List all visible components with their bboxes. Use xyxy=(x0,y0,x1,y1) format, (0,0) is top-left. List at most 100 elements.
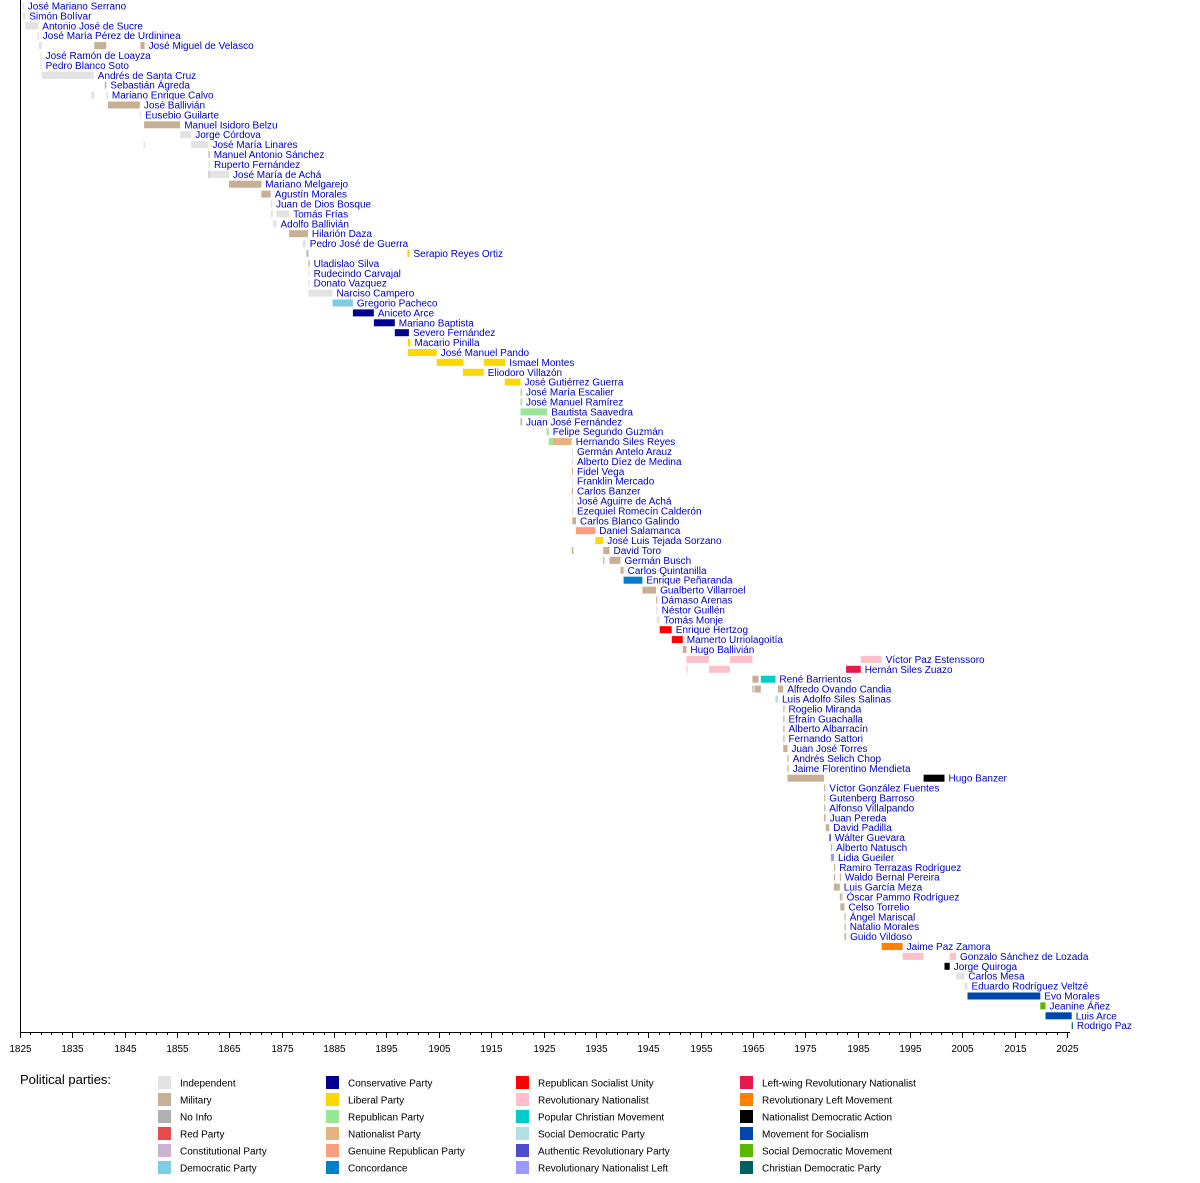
term-bar xyxy=(571,457,573,465)
term-bar xyxy=(270,210,273,218)
legend-swatch xyxy=(516,1093,529,1106)
term-bar xyxy=(839,873,841,881)
term-bar xyxy=(834,883,840,891)
president-label: Ángel Mariscal xyxy=(850,910,916,923)
term-bar xyxy=(778,685,784,693)
president-label: Antonio José de Sucre xyxy=(42,21,143,32)
president-label: Alfredo Ovando Candia xyxy=(787,685,891,696)
legend-label: Conservative Party xyxy=(348,1079,432,1090)
term-bar xyxy=(40,61,42,69)
x-tick-label: 1965 xyxy=(742,1044,765,1055)
term-bar xyxy=(139,111,142,119)
legend-label: Republican Socialist Unity xyxy=(538,1079,654,1090)
president-label: José Gutiérrez Guerra xyxy=(525,378,624,389)
term-bar xyxy=(783,745,788,752)
president-label: Luis Arce xyxy=(1076,1011,1118,1022)
term-bar xyxy=(708,665,730,673)
legend-swatch xyxy=(326,1161,339,1174)
term-bar xyxy=(104,81,107,89)
president-label: Jorge Quiroga xyxy=(954,962,1018,973)
term-bar xyxy=(840,903,845,911)
term-bar xyxy=(140,42,145,50)
term-bar xyxy=(571,547,574,554)
president-label: Gregorio Pacheco xyxy=(357,299,438,310)
president-label: Jeanine Áñez xyxy=(1050,999,1111,1012)
legend-label: Liberal Party xyxy=(348,1096,404,1107)
term-bar xyxy=(783,715,785,723)
legend-label: Constitutional Party xyxy=(180,1147,267,1158)
legend-swatch xyxy=(158,1110,171,1123)
legend-label: Republican Party xyxy=(348,1113,424,1124)
legend-swatch xyxy=(516,1110,529,1123)
term-bar xyxy=(967,992,1041,1000)
president-label: Jorge Córdova xyxy=(195,130,261,141)
president-label: Guido Vildoso xyxy=(850,932,913,943)
president-label: Uladislao Silva xyxy=(314,259,380,270)
president-label: Manuel Antonio Sánchez xyxy=(214,150,325,161)
term-bar xyxy=(571,448,573,455)
legend-swatch xyxy=(158,1161,171,1174)
term-bar xyxy=(571,477,573,485)
president-label: Víctor Paz Estenssoro xyxy=(886,655,985,666)
x-tick-label: 1955 xyxy=(690,1044,713,1055)
term-bar xyxy=(462,368,484,376)
term-bar xyxy=(308,259,310,267)
president-label: José Ballivián xyxy=(144,101,205,112)
legend-swatch xyxy=(326,1093,339,1106)
legend-label: Democratic Party xyxy=(180,1164,257,1175)
term-bar xyxy=(686,665,688,673)
president-label: Eduardo Rodríguez Veltzé xyxy=(972,982,1089,993)
term-bar xyxy=(760,675,776,683)
legend-swatch xyxy=(516,1161,529,1174)
president-label: Wálter Guevara xyxy=(835,833,905,844)
legend-swatch xyxy=(326,1127,339,1140)
president-label: Alberto Natusch xyxy=(836,843,907,854)
president-label: Hilarión Daza xyxy=(312,229,372,240)
legend-swatch xyxy=(740,1076,753,1089)
president-label: Hugo Banzer xyxy=(949,774,1008,785)
president-label: Felipe Segundo Guzmán xyxy=(553,427,664,438)
term-bar xyxy=(208,151,210,158)
x-tick-label: 1925 xyxy=(533,1044,556,1055)
term-bar xyxy=(38,42,42,50)
president-label: Carlos Quintanilla xyxy=(628,566,707,577)
president-label: Enrique Peñaranda xyxy=(646,576,733,587)
term-bar xyxy=(436,358,464,366)
president-label: Macario Pinilla xyxy=(415,338,480,349)
term-bar xyxy=(902,952,924,960)
term-bar xyxy=(572,517,576,525)
x-tick-label: 1835 xyxy=(61,1044,84,1055)
term-bar xyxy=(964,982,968,990)
legend-swatch xyxy=(740,1110,753,1123)
x-tick-label: 2015 xyxy=(1004,1044,1027,1055)
term-bar xyxy=(830,844,833,851)
x-tick-label: 1825 xyxy=(9,1044,32,1055)
president-label: Germán Busch xyxy=(625,556,692,567)
term-bar xyxy=(180,131,192,139)
president-label: Gutenberg Barroso xyxy=(829,794,914,805)
president-label: Gonzalo Sánchez de Lozada xyxy=(960,952,1089,963)
x-tick-label: 1935 xyxy=(585,1044,608,1055)
x-tick-label: 1915 xyxy=(480,1044,503,1055)
bars-group xyxy=(22,2,1073,1030)
x-tick-label: 1905 xyxy=(428,1044,451,1055)
president-label: Óscar Pammo Rodríguez xyxy=(847,891,960,904)
term-bar xyxy=(825,824,830,832)
president-label: Andrés Selich Chop xyxy=(793,754,882,765)
term-bar xyxy=(209,170,229,178)
term-bar xyxy=(830,853,834,861)
term-bar xyxy=(272,220,277,228)
term-bar xyxy=(276,210,290,218)
term-bar xyxy=(546,428,549,436)
president-label: Hernando Siles Reyes xyxy=(576,437,676,448)
term-bar xyxy=(656,606,658,614)
term-bar xyxy=(595,537,604,545)
legend-label: Revolutionary Nationalist xyxy=(538,1096,649,1107)
term-bar xyxy=(752,685,754,693)
term-bar xyxy=(824,784,826,792)
term-bar xyxy=(603,547,610,554)
term-bar xyxy=(775,695,778,703)
president-label: Néstor Guillén xyxy=(662,605,725,616)
term-bar xyxy=(829,834,831,842)
president-label: Daniel Salamanca xyxy=(599,526,681,537)
